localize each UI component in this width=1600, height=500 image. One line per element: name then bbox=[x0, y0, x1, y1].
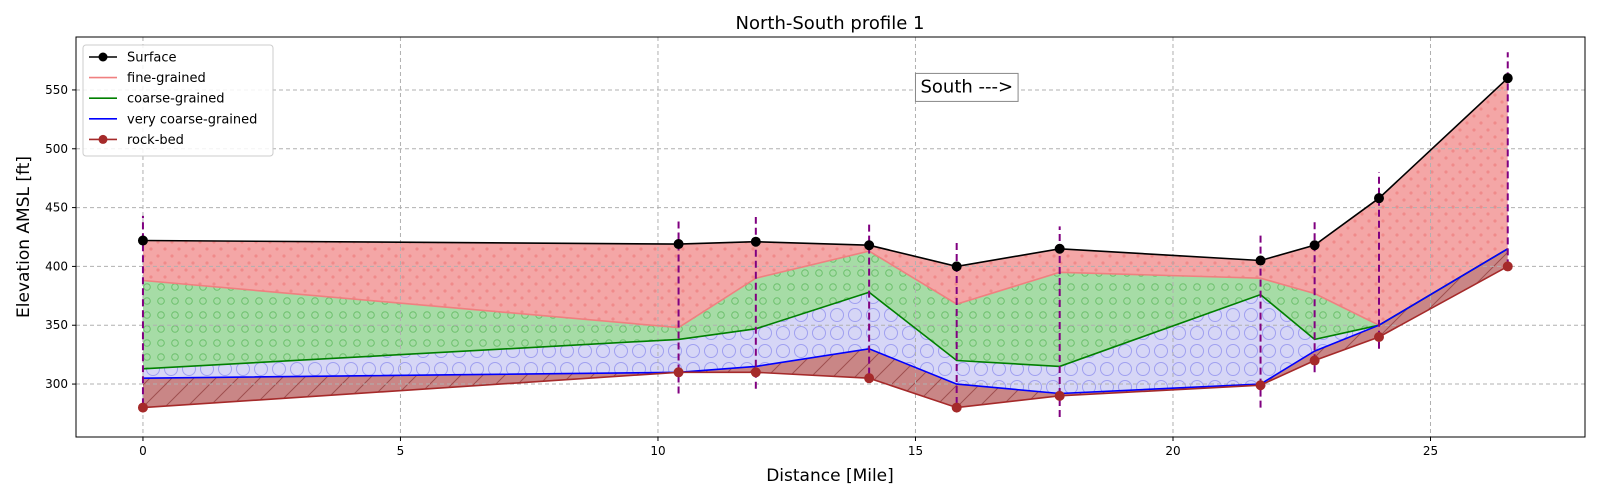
y-tick-label: 400 bbox=[45, 259, 68, 273]
point-rock-bed bbox=[1502, 261, 1513, 272]
series-line-rock-bed bbox=[142, 265, 1509, 409]
point-rock-bed bbox=[951, 402, 962, 413]
legend-label-very-coarse-grained: very coarse-grained bbox=[127, 112, 257, 127]
x-tick-label: 25 bbox=[1423, 444, 1438, 458]
series-lines bbox=[142, 77, 1509, 409]
x-axis: 0 5 10 15 20 25 bbox=[139, 437, 1438, 458]
series-line-coarse-grained bbox=[142, 248, 1509, 370]
legend: Surface fine-grained coarse-grained very co… bbox=[82, 44, 274, 157]
pattern-below-surface bbox=[143, 78, 1508, 328]
series-line-very-coarse-grained bbox=[142, 248, 1509, 395]
point-surface bbox=[864, 240, 875, 251]
series-line-fine-grained bbox=[142, 248, 1509, 329]
point-rock-bed bbox=[137, 402, 148, 413]
x-tick-label: 20 bbox=[1165, 444, 1180, 458]
point-surface bbox=[137, 235, 148, 246]
y-axis: 300 350 400 450 500 550 bbox=[45, 83, 76, 391]
x-tick-label: 0 bbox=[139, 444, 147, 458]
annotation: South ---> bbox=[914, 72, 1019, 102]
legend-box bbox=[82, 44, 274, 157]
point-surface bbox=[951, 261, 962, 272]
point-rock-bed bbox=[1255, 380, 1266, 391]
y-tick-label: 300 bbox=[45, 377, 68, 391]
point-rock-bed bbox=[864, 373, 875, 384]
point-surface bbox=[1502, 73, 1513, 84]
y-tick-label: 550 bbox=[45, 83, 68, 97]
annotation-text: South ---> bbox=[920, 76, 1013, 97]
annotations: South ---> bbox=[914, 72, 1019, 102]
y-tick-label: 500 bbox=[45, 142, 68, 156]
point-rock-bed bbox=[1309, 355, 1320, 366]
chart-title: North-South profile 1 bbox=[736, 13, 925, 34]
y-tick-label: 450 bbox=[45, 201, 68, 215]
legend-marker-surface bbox=[98, 52, 108, 62]
legend-label-rock-bed: rock-bed bbox=[127, 133, 184, 148]
legend-marker-rock-bed bbox=[98, 134, 108, 144]
annotation-box bbox=[914, 72, 1019, 102]
point-rock-bed bbox=[673, 367, 684, 378]
point-rock-bed bbox=[1373, 332, 1384, 342]
point-surface bbox=[1309, 240, 1320, 251]
point-surface bbox=[750, 236, 761, 247]
point-surface bbox=[1373, 193, 1384, 204]
point-surface bbox=[1255, 255, 1266, 266]
point-rock-bed bbox=[750, 367, 761, 378]
plot-frame bbox=[75, 36, 1586, 438]
pattern-below-fine-grained bbox=[143, 248, 1508, 369]
point-surface bbox=[673, 239, 684, 250]
legend-label-surface: Surface bbox=[127, 51, 177, 66]
x-tick-label: 10 bbox=[650, 444, 665, 458]
y-tick-label: 350 bbox=[45, 318, 68, 332]
pattern-below-coarse-grained bbox=[143, 248, 1508, 394]
series-markers bbox=[137, 73, 1513, 413]
x-tick-label: 5 bbox=[397, 444, 405, 458]
legend-label-fine-grained: fine-grained bbox=[127, 71, 206, 86]
point-surface bbox=[1054, 243, 1065, 254]
y-axis-label: Elevation AMSL [ft] bbox=[14, 156, 34, 318]
legend-label-coarse-grained: coarse-grained bbox=[127, 92, 225, 107]
x-axis-label: Distance [Mile] bbox=[766, 466, 894, 486]
x-tick-label: 15 bbox=[908, 444, 923, 458]
point-rock-bed bbox=[1054, 390, 1065, 401]
layer-fills bbox=[143, 78, 1508, 408]
series-line-surface bbox=[142, 77, 1509, 268]
